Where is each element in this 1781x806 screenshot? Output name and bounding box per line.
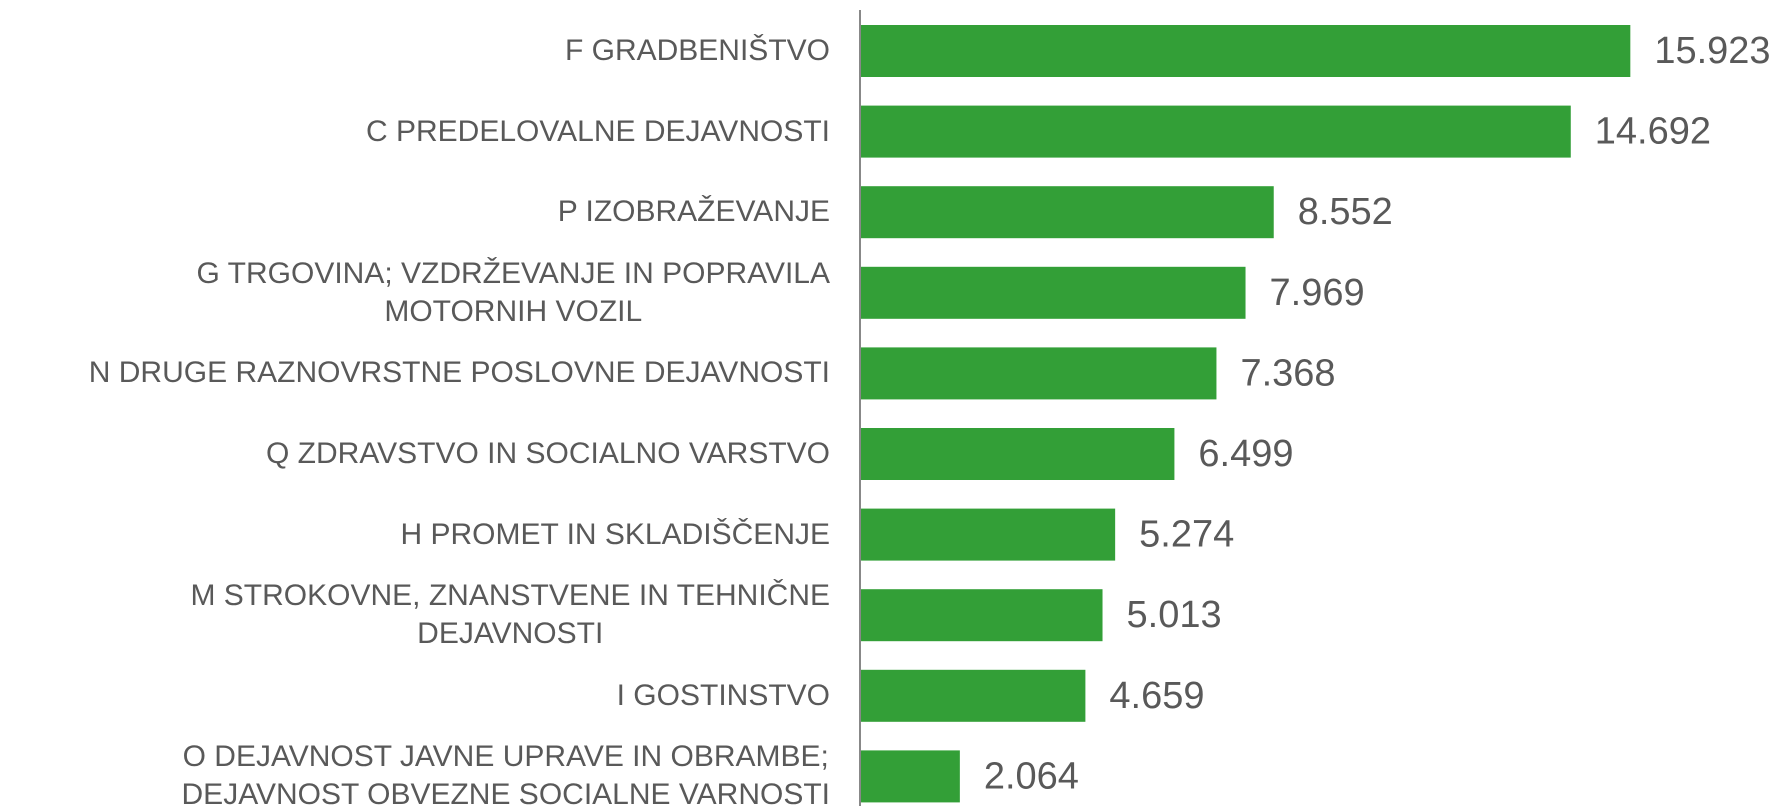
category-label-box: N DRUGE RAZNOVRSTNE POSLOVNE DEJAVNOSTI (0, 354, 830, 392)
value-label: 5.013 (1127, 594, 1222, 636)
category-label-box: G TRGOVINA; VZDRŽEVANJE IN POPRAVILA MOT… (0, 255, 830, 331)
value-label: 15.923 (1654, 30, 1770, 72)
value-label: 7.969 (1270, 272, 1365, 314)
category-label: P IZOBRAŽEVANJE (557, 195, 830, 229)
category-label-box: F GRADBENIŠTVO (0, 32, 830, 70)
bar (860, 508, 1116, 561)
category-label-box: C PREDELOVALNE DEJAVNOSTI (0, 113, 830, 151)
category-label-box: M STROKOVNE, ZNANSTVENE IN TEHNIČNE DEJA… (0, 577, 830, 653)
value-label: 8.552 (1298, 191, 1393, 233)
value-label: 6.499 (1198, 433, 1293, 475)
category-label: N DRUGE RAZNOVRSTNE POSLOVNE DEJAVNOSTI (88, 356, 830, 390)
category-label: C PREDELOVALNE DEJAVNOSTI (365, 114, 830, 148)
value-label: 2.064 (984, 755, 1079, 797)
bar (860, 589, 1103, 642)
bar (860, 266, 1246, 319)
category-label: G TRGOVINA; VZDRŽEVANJE IN POPRAVILA MOT… (196, 256, 830, 328)
bar (860, 347, 1217, 400)
category-label: M STROKOVNE, ZNANSTVENE IN TEHNIČNE DEJA… (190, 579, 830, 651)
bar (860, 25, 1631, 77)
value-label: 7.368 (1240, 352, 1335, 394)
bar (860, 750, 960, 803)
value-label: 5.274 (1139, 514, 1234, 556)
bar (860, 669, 1086, 722)
category-label: I GOSTINSTVO (616, 678, 830, 712)
value-label: 14.692 (1595, 111, 1711, 153)
value-label: 4.659 (1109, 675, 1204, 717)
category-label-box: I GOSTINSTVO (0, 677, 830, 715)
bar (860, 186, 1274, 239)
category-label: O DEJAVNOST JAVNE UPRAVE IN OBRAMBE; DEJ… (181, 740, 830, 806)
category-label-box: H PROMET IN SKLADIŠČENJE (0, 516, 830, 554)
category-label: Q ZDRAVSTVO IN SOCIALNO VARSTVO (266, 437, 830, 470)
category-label: F GRADBENIŠTVO (564, 34, 830, 67)
category-label-box: Q ZDRAVSTVO IN SOCIALNO VARSTVO (0, 435, 830, 473)
bar (860, 428, 1175, 480)
category-label-box: P IZOBRAŽEVANJE (0, 193, 830, 231)
category-label: H PROMET IN SKLADIŠČENJE (400, 517, 830, 551)
category-label-box: O DEJAVNOST JAVNE UPRAVE IN OBRAMBE; DEJ… (0, 738, 830, 806)
bar (860, 105, 1571, 158)
